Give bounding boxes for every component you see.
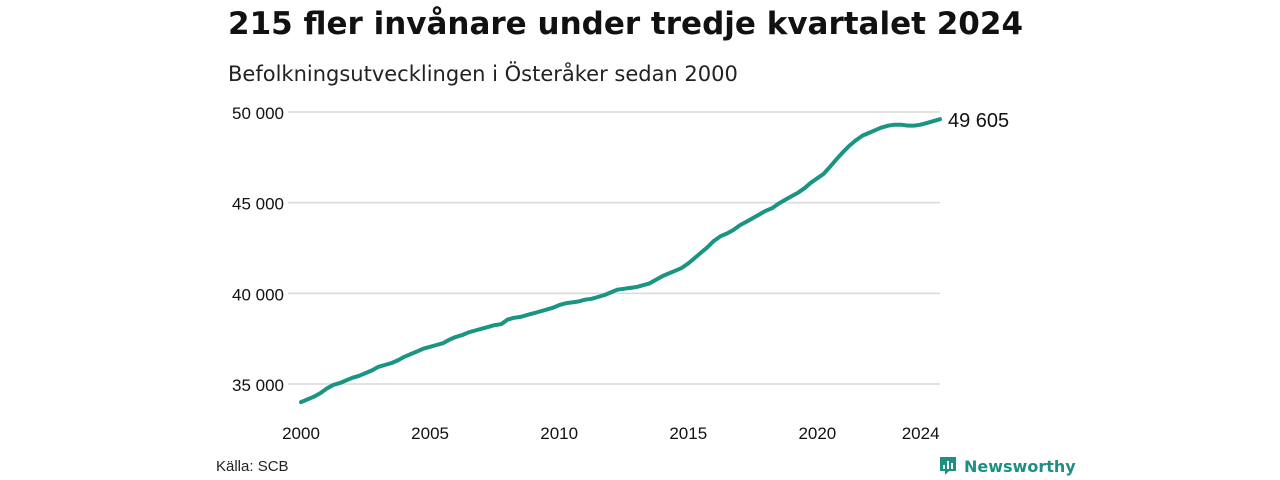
source-note: Källa: SCB [216, 458, 289, 475]
brand-name: Newsworthy [964, 456, 1076, 476]
y-tick-label: 50 000 [232, 104, 284, 123]
chart-title: 215 fler invånare under tredje kvartalet… [228, 6, 1024, 42]
newsworthy-icon [940, 457, 956, 475]
gridlines [288, 111, 940, 385]
x-tick-label: 2024 [902, 424, 940, 443]
x-tick-label: 2010 [540, 424, 578, 443]
x-tick-label: 2015 [669, 424, 707, 443]
chart-subtitle: Befolkningsutvecklingen i Österåker seda… [228, 62, 738, 86]
x-tick-label: 2020 [798, 424, 836, 443]
brand-logo: Newsworthy [938, 456, 1076, 476]
x-tick-label: 2005 [411, 424, 449, 443]
end-value-label: 49 605 [948, 110, 1009, 132]
y-tick-label: 35 000 [232, 376, 284, 395]
x-axis-ticks: 2000 2005 2010 2015 2020 2024 [282, 424, 939, 443]
series-line-population [299, 117, 942, 405]
y-axis-ticks: 35 000 40 000 45 000 50 000 [232, 104, 284, 395]
y-tick-label: 45 000 [232, 195, 284, 214]
y-tick-label: 40 000 [232, 285, 284, 304]
x-tick-label: 2000 [282, 424, 320, 443]
